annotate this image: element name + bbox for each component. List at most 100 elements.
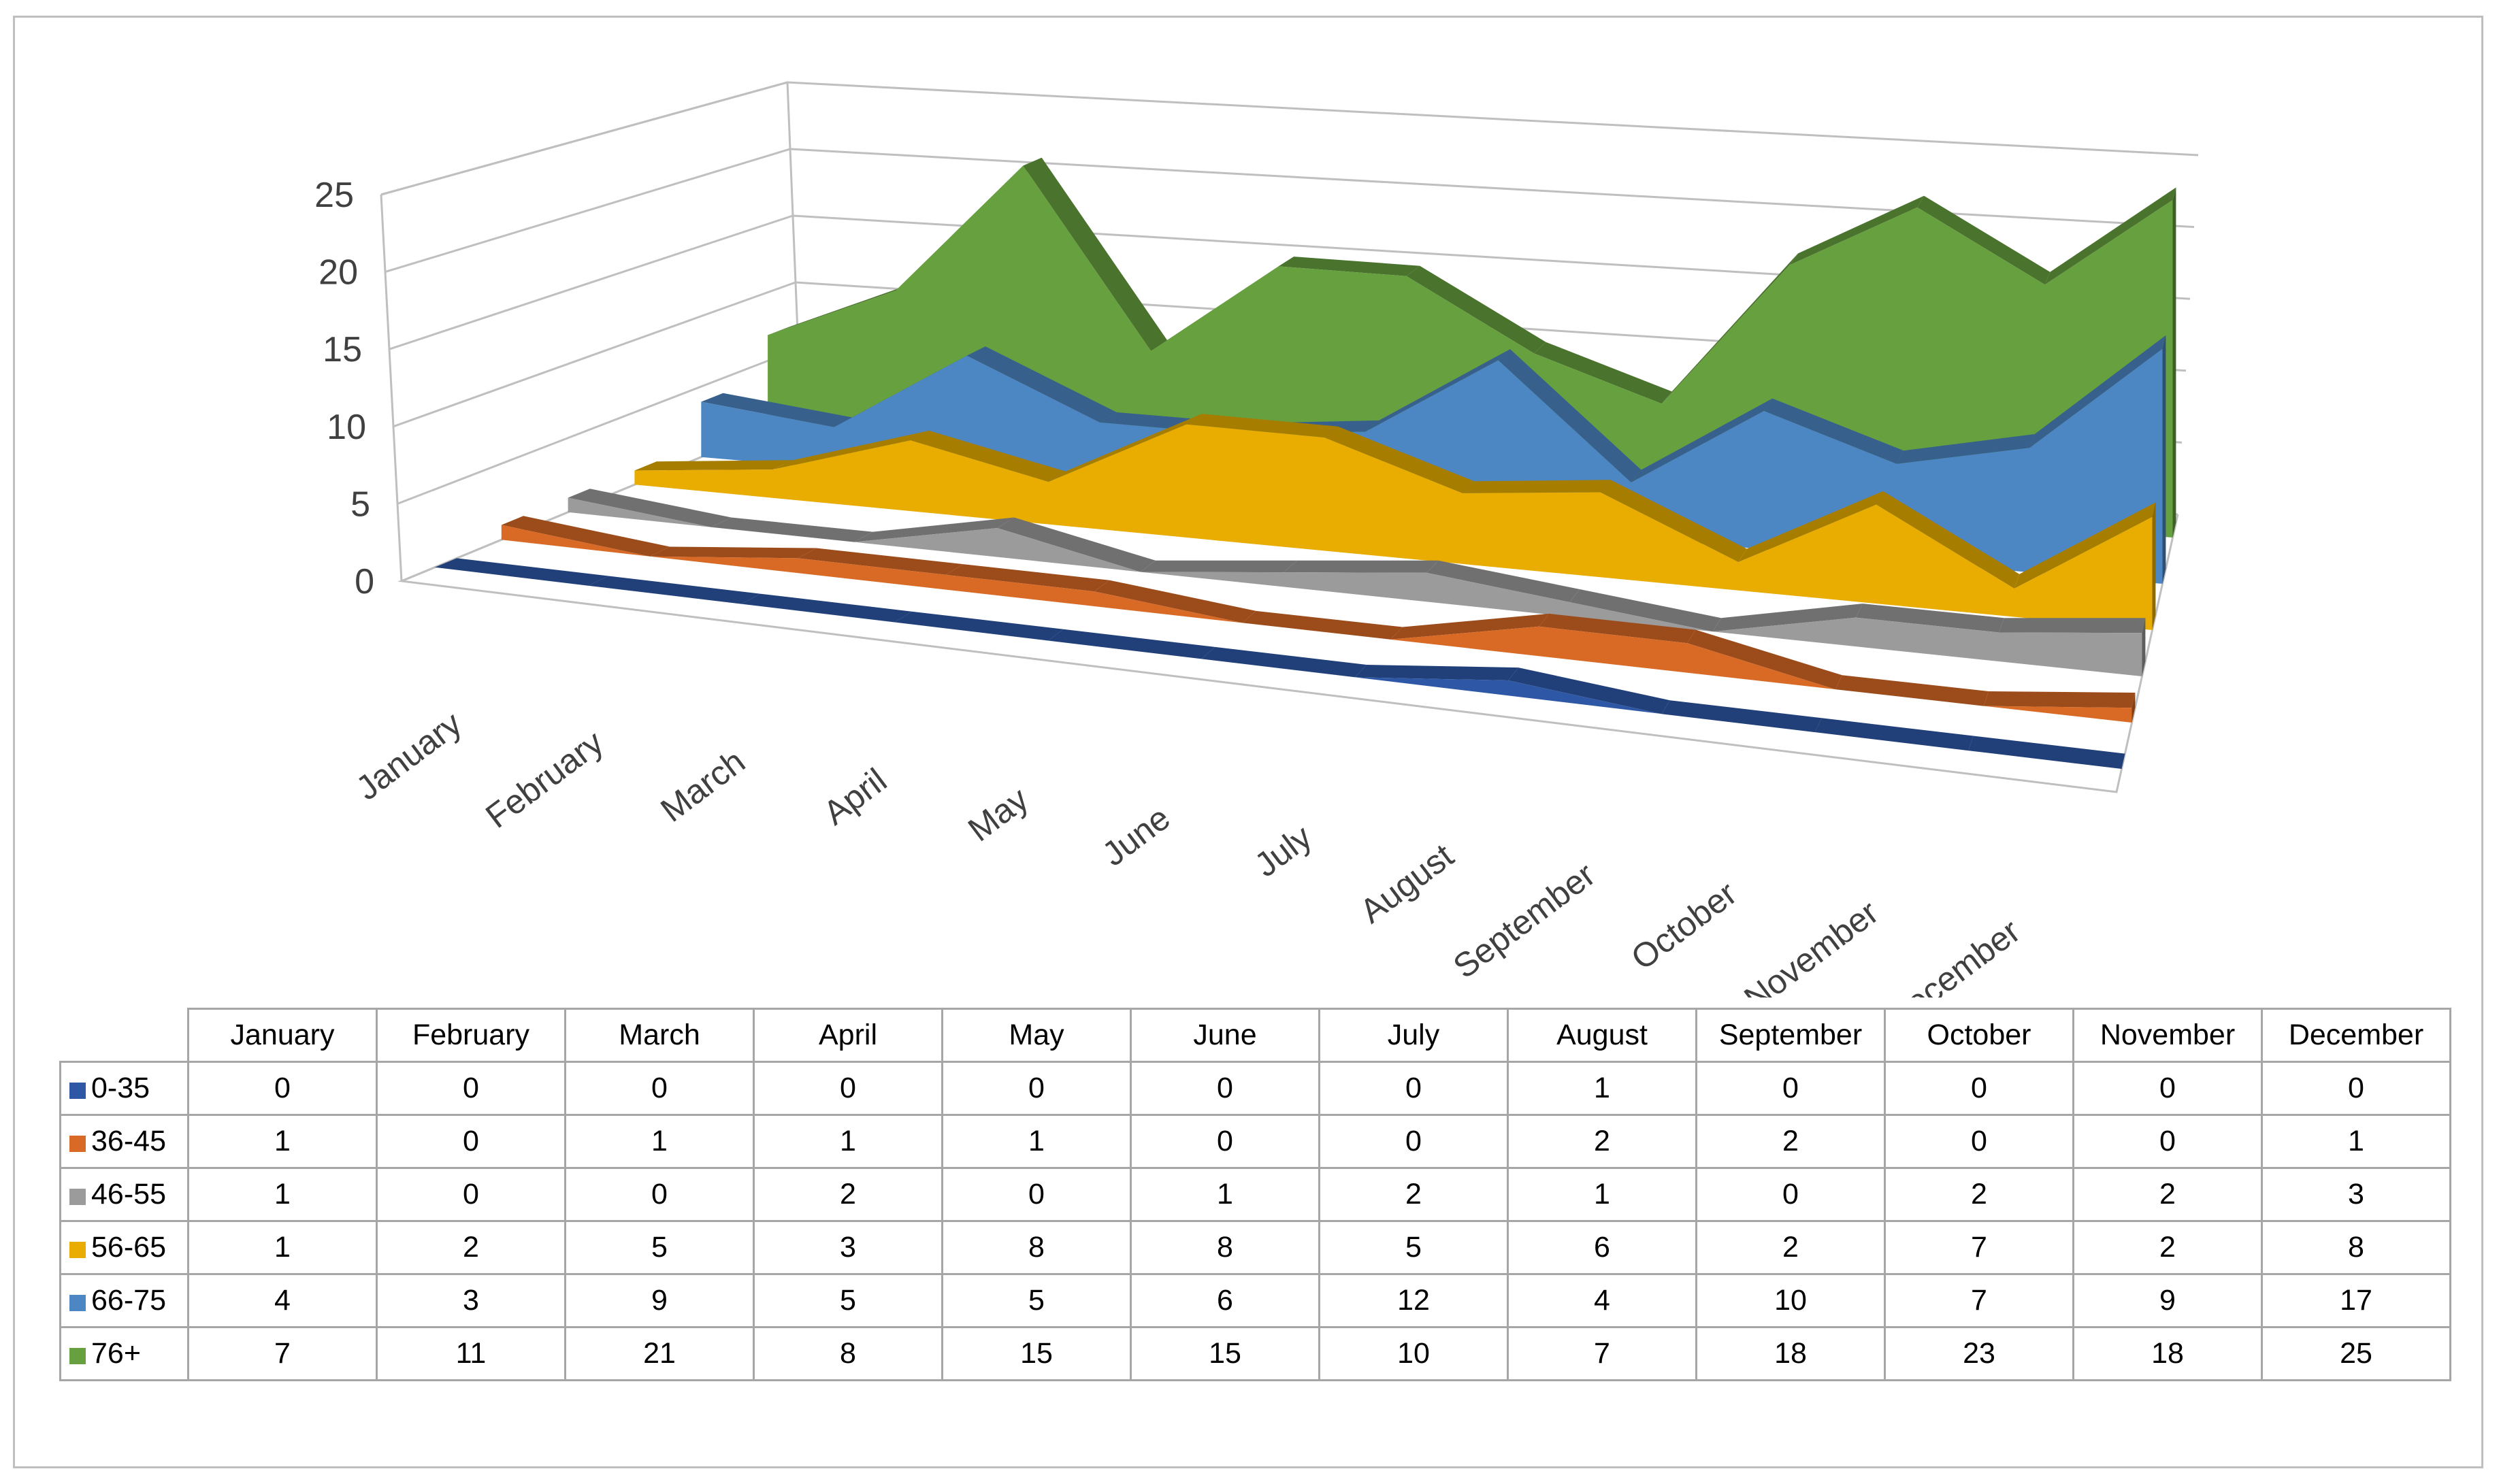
table-row: 56-65 1 2 5 3 8 8 5 6 2 7 2 8	[59, 1220, 2451, 1275]
series-label: 36-45	[91, 1125, 166, 1157]
side-wall-edge	[380, 194, 403, 582]
series-0-35-top-face	[1968, 736, 2125, 769]
table-cell: 0	[376, 1061, 566, 1116]
series-56-65-top-face	[1600, 480, 1747, 563]
table-cell: 12	[1318, 1273, 1509, 1328]
y-tick-label: 15	[323, 330, 362, 369]
series-56-65-top-face	[2014, 502, 2156, 589]
data-table: January February March April May June July Augu…	[59, 1008, 2451, 1381]
table-cell: 15	[941, 1326, 1132, 1381]
series-46-55-top-face	[710, 517, 873, 542]
series-label: 66-75	[91, 1284, 166, 1317]
table-cell: 10	[1695, 1273, 1886, 1328]
chart-series	[434, 157, 2176, 770]
table-cell: 2	[1695, 1114, 1886, 1169]
series-46-55-top-face	[568, 489, 732, 527]
table-row-header: 76+	[59, 1326, 189, 1381]
series-36-45-top-face	[1687, 629, 1842, 690]
table-cell: 0	[2072, 1114, 2263, 1169]
table-cell: 1	[753, 1114, 943, 1169]
legend-key-icon	[69, 1348, 86, 1364]
series-66-75-top-face	[701, 393, 855, 427]
series-56-65-top-face	[1048, 414, 1202, 482]
table-cell: 7	[187, 1326, 378, 1381]
series-0-35-top-face	[1048, 629, 1215, 659]
table-cell: 0	[1130, 1061, 1320, 1116]
series-36-45-top-face	[1390, 613, 1550, 640]
table-column-header: September	[1695, 1008, 1886, 1063]
series-56-65-top-face	[1186, 414, 1338, 438]
table-cell: 1	[2261, 1114, 2451, 1169]
series-56-65-area	[634, 424, 2153, 630]
table-cell: 2	[1318, 1167, 1509, 1222]
table-column-header: November	[2072, 1008, 2263, 1063]
series-66-75-end-face	[2162, 335, 2166, 584]
table-cell: 0	[941, 1167, 1132, 1222]
x-tick-label: February	[478, 723, 610, 836]
table-cell: 1	[187, 1220, 378, 1275]
series-36-45-end-face	[2132, 693, 2136, 723]
table-cell: 7	[1884, 1273, 2074, 1328]
table-row-header: 0-35	[59, 1061, 189, 1116]
table-column-header: February	[376, 1008, 566, 1063]
table-cell: 0	[376, 1114, 566, 1169]
series-46-55-area	[568, 497, 2142, 676]
series-0-35	[434, 558, 2125, 770]
table-cell: 9	[2072, 1273, 2263, 1328]
series-36-45-top-face	[1242, 610, 1403, 640]
table-cell: 0	[1695, 1061, 1886, 1116]
table-cell: 15	[1130, 1326, 1320, 1381]
series-0-35-top-face	[1814, 718, 1974, 751]
series-56-65-top-face	[634, 460, 793, 471]
series-46-55-top-face	[1569, 589, 1722, 632]
series-46-55-top-face	[1283, 560, 1439, 573]
series-label: 46-55	[91, 1178, 166, 1210]
table-cell: 0	[564, 1167, 755, 1222]
series-0-35-top-face	[588, 576, 760, 604]
series-56-65-top-face	[1324, 426, 1475, 493]
table-cell: 3	[376, 1273, 566, 1328]
table-cell: 17	[2261, 1273, 2451, 1328]
series-36-45-top-face	[1983, 691, 2136, 708]
series-46-55-top-face	[1712, 604, 1863, 632]
table-cell: 8	[941, 1220, 1132, 1275]
table-cell: 0	[1695, 1167, 1886, 1222]
table-cell: 1	[187, 1167, 378, 1222]
legend-key-icon	[69, 1083, 86, 1099]
y-axis-ticks: 0 5 10 15 20 25	[314, 176, 374, 601]
series-76+-top-face	[1278, 257, 1420, 276]
series-66-75-top-face	[1763, 398, 1904, 464]
table-row: 46-55 1 0 0 2 0 1 2 1 0 2 2 3	[59, 1167, 2451, 1222]
series-0-35-top-face	[741, 593, 912, 623]
series-56-65-top-face	[1876, 491, 2020, 589]
table-cell: 23	[1884, 1326, 2074, 1381]
table-cell: 5	[1318, 1220, 1509, 1275]
table-cell: 2	[1507, 1114, 1697, 1169]
table-cell: 5	[941, 1273, 1132, 1328]
data-table-body: 0-35 0 0 0 0 0 0 0 1 0 0 0 0 36-45 1 0 1 1 1 0 0 2 2 0 0 1 46-55 1 0…	[59, 1061, 2451, 1381]
series-56-65-top-face	[1462, 480, 1611, 493]
table-cell: 2	[753, 1167, 943, 1222]
x-tick-label: June	[1095, 799, 1177, 874]
table-cell: 0	[2261, 1061, 2451, 1116]
table-cell: 2	[2072, 1167, 2263, 1222]
legend-key-icon	[69, 1242, 86, 1258]
series-0-35-top-face	[1508, 667, 1670, 714]
table-row: 76+ 7 11 21 8 15 15 10 7 18 23 18 25	[59, 1326, 2451, 1381]
table-cell: 8	[2261, 1220, 2451, 1275]
series-0-35-top-face	[1661, 700, 1822, 733]
data-table-wrapper: January February March April May June July Augu…	[59, 1008, 2451, 1381]
table-cell: 2	[1695, 1220, 1886, 1275]
series-76+-top-face	[1661, 253, 1798, 404]
x-tick-label: August	[1353, 836, 1460, 930]
table-cell: 0	[187, 1061, 378, 1116]
series-76+-top-face	[1406, 265, 1546, 354]
y-tick-label: 10	[327, 408, 366, 447]
table-column-header: March	[564, 1008, 755, 1063]
series-36-45-top-face	[1835, 675, 1989, 706]
table-cell: 2	[2072, 1220, 2263, 1275]
table-cell: 0	[376, 1167, 566, 1222]
table-row: 0-35 0 0 0 0 0 0 0 1 0 0 0 0	[59, 1061, 2451, 1116]
table-cell: 1	[187, 1114, 378, 1169]
series-36-45	[501, 516, 2136, 723]
